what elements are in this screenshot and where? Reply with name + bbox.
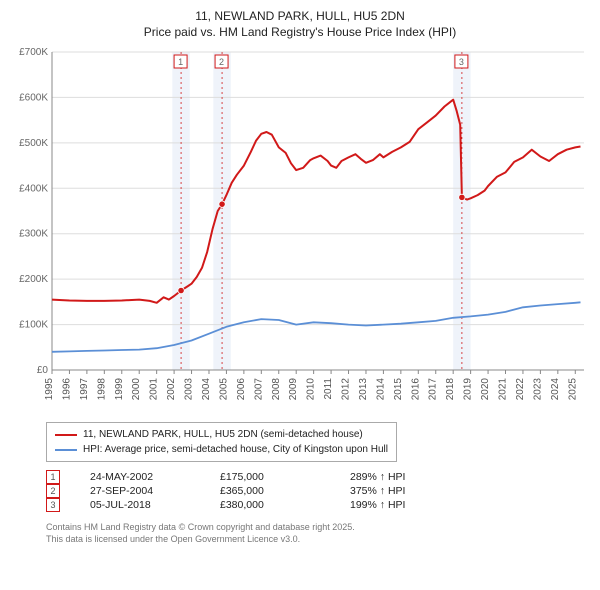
chart-plot-area: £0 £100K £200K £300K £400K £500K £600K £700K 199…	[10, 46, 590, 416]
svg-text:2010: 2010	[306, 378, 317, 401]
sales-row: 1 24-MAY-2002£175,000289% ↑ HPI	[46, 470, 590, 484]
svg-text:£400K: £400K	[19, 184, 48, 195]
svg-text:2008: 2008	[271, 378, 282, 401]
svg-text:2013: 2013	[358, 378, 369, 401]
sales-hpi: 199% ↑ HPI	[350, 499, 405, 511]
title-line-1: 11, NEWLAND PARK, HULL, HU5 2DN	[10, 8, 590, 24]
sales-date: 27-SEP-2004	[90, 485, 220, 497]
svg-text:2014: 2014	[375, 378, 386, 401]
svg-text:£200K: £200K	[19, 275, 48, 286]
chart-container: 11, NEWLAND PARK, HULL, HU5 2DN Price pa…	[0, 0, 600, 590]
svg-text:1998: 1998	[96, 378, 107, 401]
svg-text:2019: 2019	[463, 378, 474, 401]
svg-text:2012: 2012	[341, 378, 352, 401]
sales-row: 3 05-JUL-2018£380,000199% ↑ HPI	[46, 498, 590, 512]
svg-text:1999: 1999	[114, 378, 125, 401]
svg-text:2001: 2001	[149, 378, 160, 401]
svg-text:£700K: £700K	[19, 47, 48, 58]
svg-text:£500K: £500K	[19, 138, 48, 149]
svg-text:2000: 2000	[131, 378, 142, 401]
svg-text:2002: 2002	[166, 378, 177, 401]
legend-swatch	[55, 449, 77, 451]
legend-swatch	[55, 434, 77, 436]
svg-text:2004: 2004	[201, 378, 212, 401]
chart-svg: £0 £100K £200K £300K £400K £500K £600K £700K 199…	[10, 46, 590, 416]
sales-marker: 3	[46, 498, 60, 512]
svg-text:2009: 2009	[288, 378, 299, 401]
sales-date: 05-JUL-2018	[90, 499, 220, 511]
sales-table: 1 24-MAY-2002£175,000289% ↑ HPI 2 27-SEP-20…	[46, 470, 590, 512]
svg-text:1996: 1996	[61, 378, 72, 401]
svg-text:1995: 1995	[44, 378, 55, 401]
svg-text:2: 2	[219, 57, 224, 67]
svg-text:2024: 2024	[550, 378, 561, 401]
sales-price: £380,000	[220, 499, 350, 511]
sales-row: 2 27-SEP-2004£365,000375% ↑ HPI	[46, 484, 590, 498]
disclaimer-line-1: Contains HM Land Registry data © Crown c…	[46, 522, 590, 534]
svg-text:1997: 1997	[79, 378, 90, 401]
svg-text:2025: 2025	[567, 378, 578, 401]
svg-text:2022: 2022	[515, 378, 526, 401]
legend-label: 11, NEWLAND PARK, HULL, HU5 2DN (semi-de…	[83, 427, 363, 442]
svg-text:£100K: £100K	[19, 320, 48, 331]
disclaimer: Contains HM Land Registry data © Crown c…	[46, 522, 590, 545]
chart-title: 11, NEWLAND PARK, HULL, HU5 2DN Price pa…	[10, 8, 590, 40]
sales-price: £175,000	[220, 471, 350, 483]
sales-date: 24-MAY-2002	[90, 471, 220, 483]
svg-text:2016: 2016	[410, 378, 421, 401]
sales-marker: 1	[46, 470, 60, 484]
legend-item: HPI: Average price, semi-detached house,…	[55, 442, 388, 457]
svg-text:£600K: £600K	[19, 93, 48, 104]
svg-text:2015: 2015	[393, 378, 404, 401]
svg-text:2007: 2007	[253, 378, 264, 401]
disclaimer-line-2: This data is licensed under the Open Gov…	[46, 534, 590, 546]
svg-text:2018: 2018	[445, 378, 456, 401]
sales-hpi: 289% ↑ HPI	[350, 471, 405, 483]
svg-text:2020: 2020	[480, 378, 491, 401]
svg-text:2017: 2017	[428, 378, 439, 401]
svg-text:2005: 2005	[218, 378, 229, 401]
legend: 11, NEWLAND PARK, HULL, HU5 2DN (semi-de…	[46, 422, 397, 462]
svg-text:£0: £0	[37, 365, 49, 376]
sales-hpi: 375% ↑ HPI	[350, 485, 405, 497]
svg-text:2006: 2006	[236, 378, 247, 401]
legend-label: HPI: Average price, semi-detached house,…	[83, 442, 388, 457]
svg-text:3: 3	[459, 57, 464, 67]
sales-price: £365,000	[220, 485, 350, 497]
sales-marker: 2	[46, 484, 60, 498]
svg-text:1: 1	[178, 57, 183, 67]
svg-text:2011: 2011	[323, 378, 334, 400]
title-line-2: Price paid vs. HM Land Registry's House …	[10, 24, 590, 40]
legend-item: 11, NEWLAND PARK, HULL, HU5 2DN (semi-de…	[55, 427, 388, 442]
svg-text:2023: 2023	[532, 378, 543, 401]
svg-text:£300K: £300K	[19, 229, 48, 240]
svg-text:2021: 2021	[498, 378, 509, 401]
svg-text:2003: 2003	[184, 378, 195, 401]
